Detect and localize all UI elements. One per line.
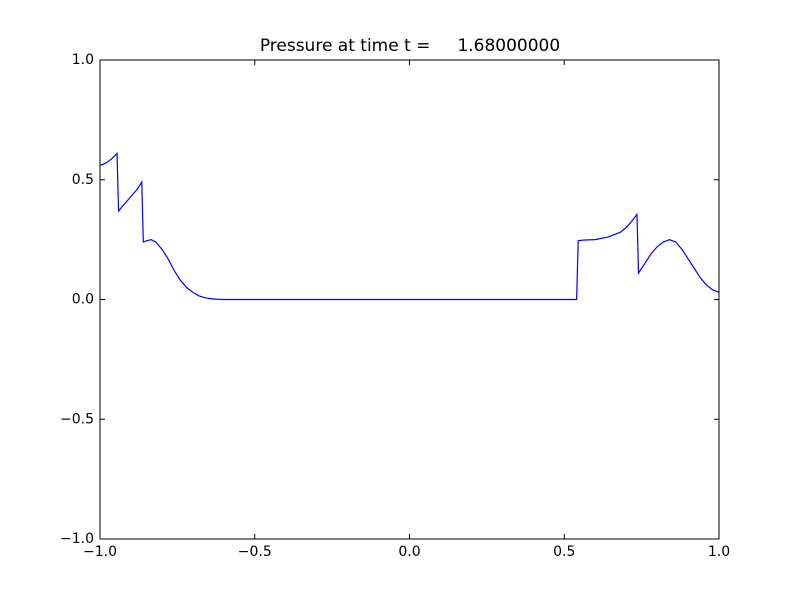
line-series [99, 151, 720, 301]
y-tick-label: 0.5 [72, 172, 94, 188]
x-tick-label: 1.0 [708, 544, 730, 560]
y-tick-label: 0.0 [72, 292, 94, 308]
y-tick-label: 1.0 [72, 52, 94, 68]
y-tick-label: −1.0 [60, 531, 94, 547]
x-tick-label: −0.5 [238, 544, 272, 560]
x-tick-label: 0.0 [398, 544, 420, 560]
y-tick-label: −0.5 [60, 411, 94, 427]
x-tick-label: −1.0 [83, 544, 117, 560]
plot-frame [99, 59, 720, 540]
x-tick-label: 0.5 [553, 544, 575, 560]
chart-title: Pressure at time t = 1.68000000 [260, 36, 560, 56]
